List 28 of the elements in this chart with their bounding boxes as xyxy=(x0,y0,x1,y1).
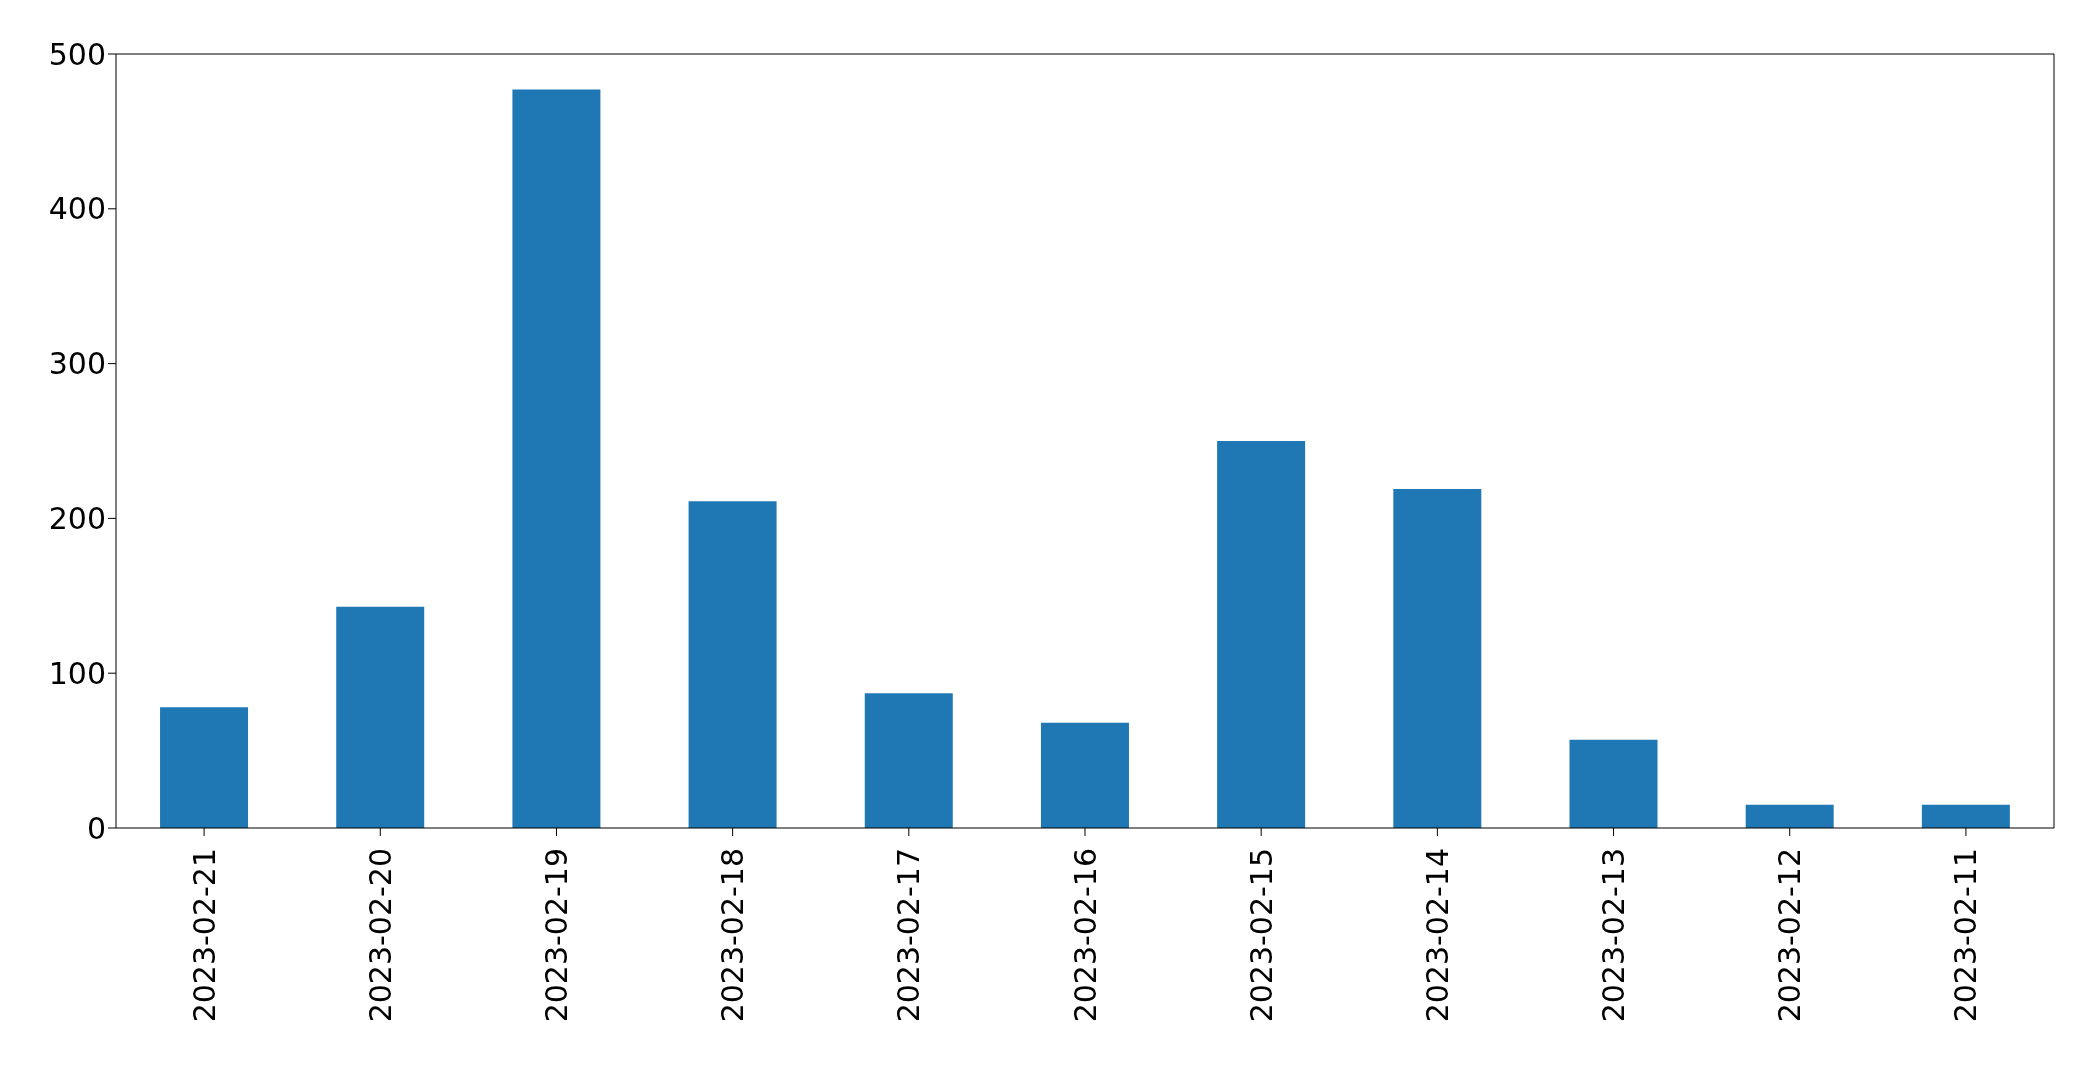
x-tick-label: 2023-02-12 xyxy=(1772,848,1808,1023)
x-tick-label: 2023-02-13 xyxy=(1596,848,1632,1023)
bar xyxy=(864,693,953,828)
y-tick-label: 200 xyxy=(48,501,106,537)
y-tick-label: 300 xyxy=(48,346,106,382)
bar xyxy=(1040,722,1129,828)
x-tick-label: 2023-02-17 xyxy=(891,848,927,1023)
x-tick-label: 2023-02-18 xyxy=(715,848,751,1023)
bar xyxy=(1921,804,2010,828)
x-tick-label: 2023-02-20 xyxy=(362,848,398,1023)
y-tick-label: 0 xyxy=(86,810,106,846)
x-tick-label: 2023-02-11 xyxy=(1948,848,1984,1023)
bar xyxy=(1217,441,1306,828)
y-tick-label: 400 xyxy=(48,191,106,227)
x-tick-label: 2023-02-19 xyxy=(538,848,574,1023)
bar xyxy=(512,89,601,828)
bar xyxy=(160,707,249,828)
y-tick-label: 500 xyxy=(48,36,106,72)
bar xyxy=(336,606,425,828)
bar xyxy=(1745,804,1834,828)
x-tick-label: 2023-02-21 xyxy=(186,848,222,1023)
bar xyxy=(1569,739,1658,828)
x-tick-label: 2023-02-15 xyxy=(1243,848,1279,1023)
bar xyxy=(1393,488,1482,828)
x-tick-label: 2023-02-14 xyxy=(1419,848,1455,1023)
x-tick-label: 2023-02-16 xyxy=(1067,848,1103,1023)
bar xyxy=(688,501,777,828)
y-tick-label: 100 xyxy=(48,655,106,691)
